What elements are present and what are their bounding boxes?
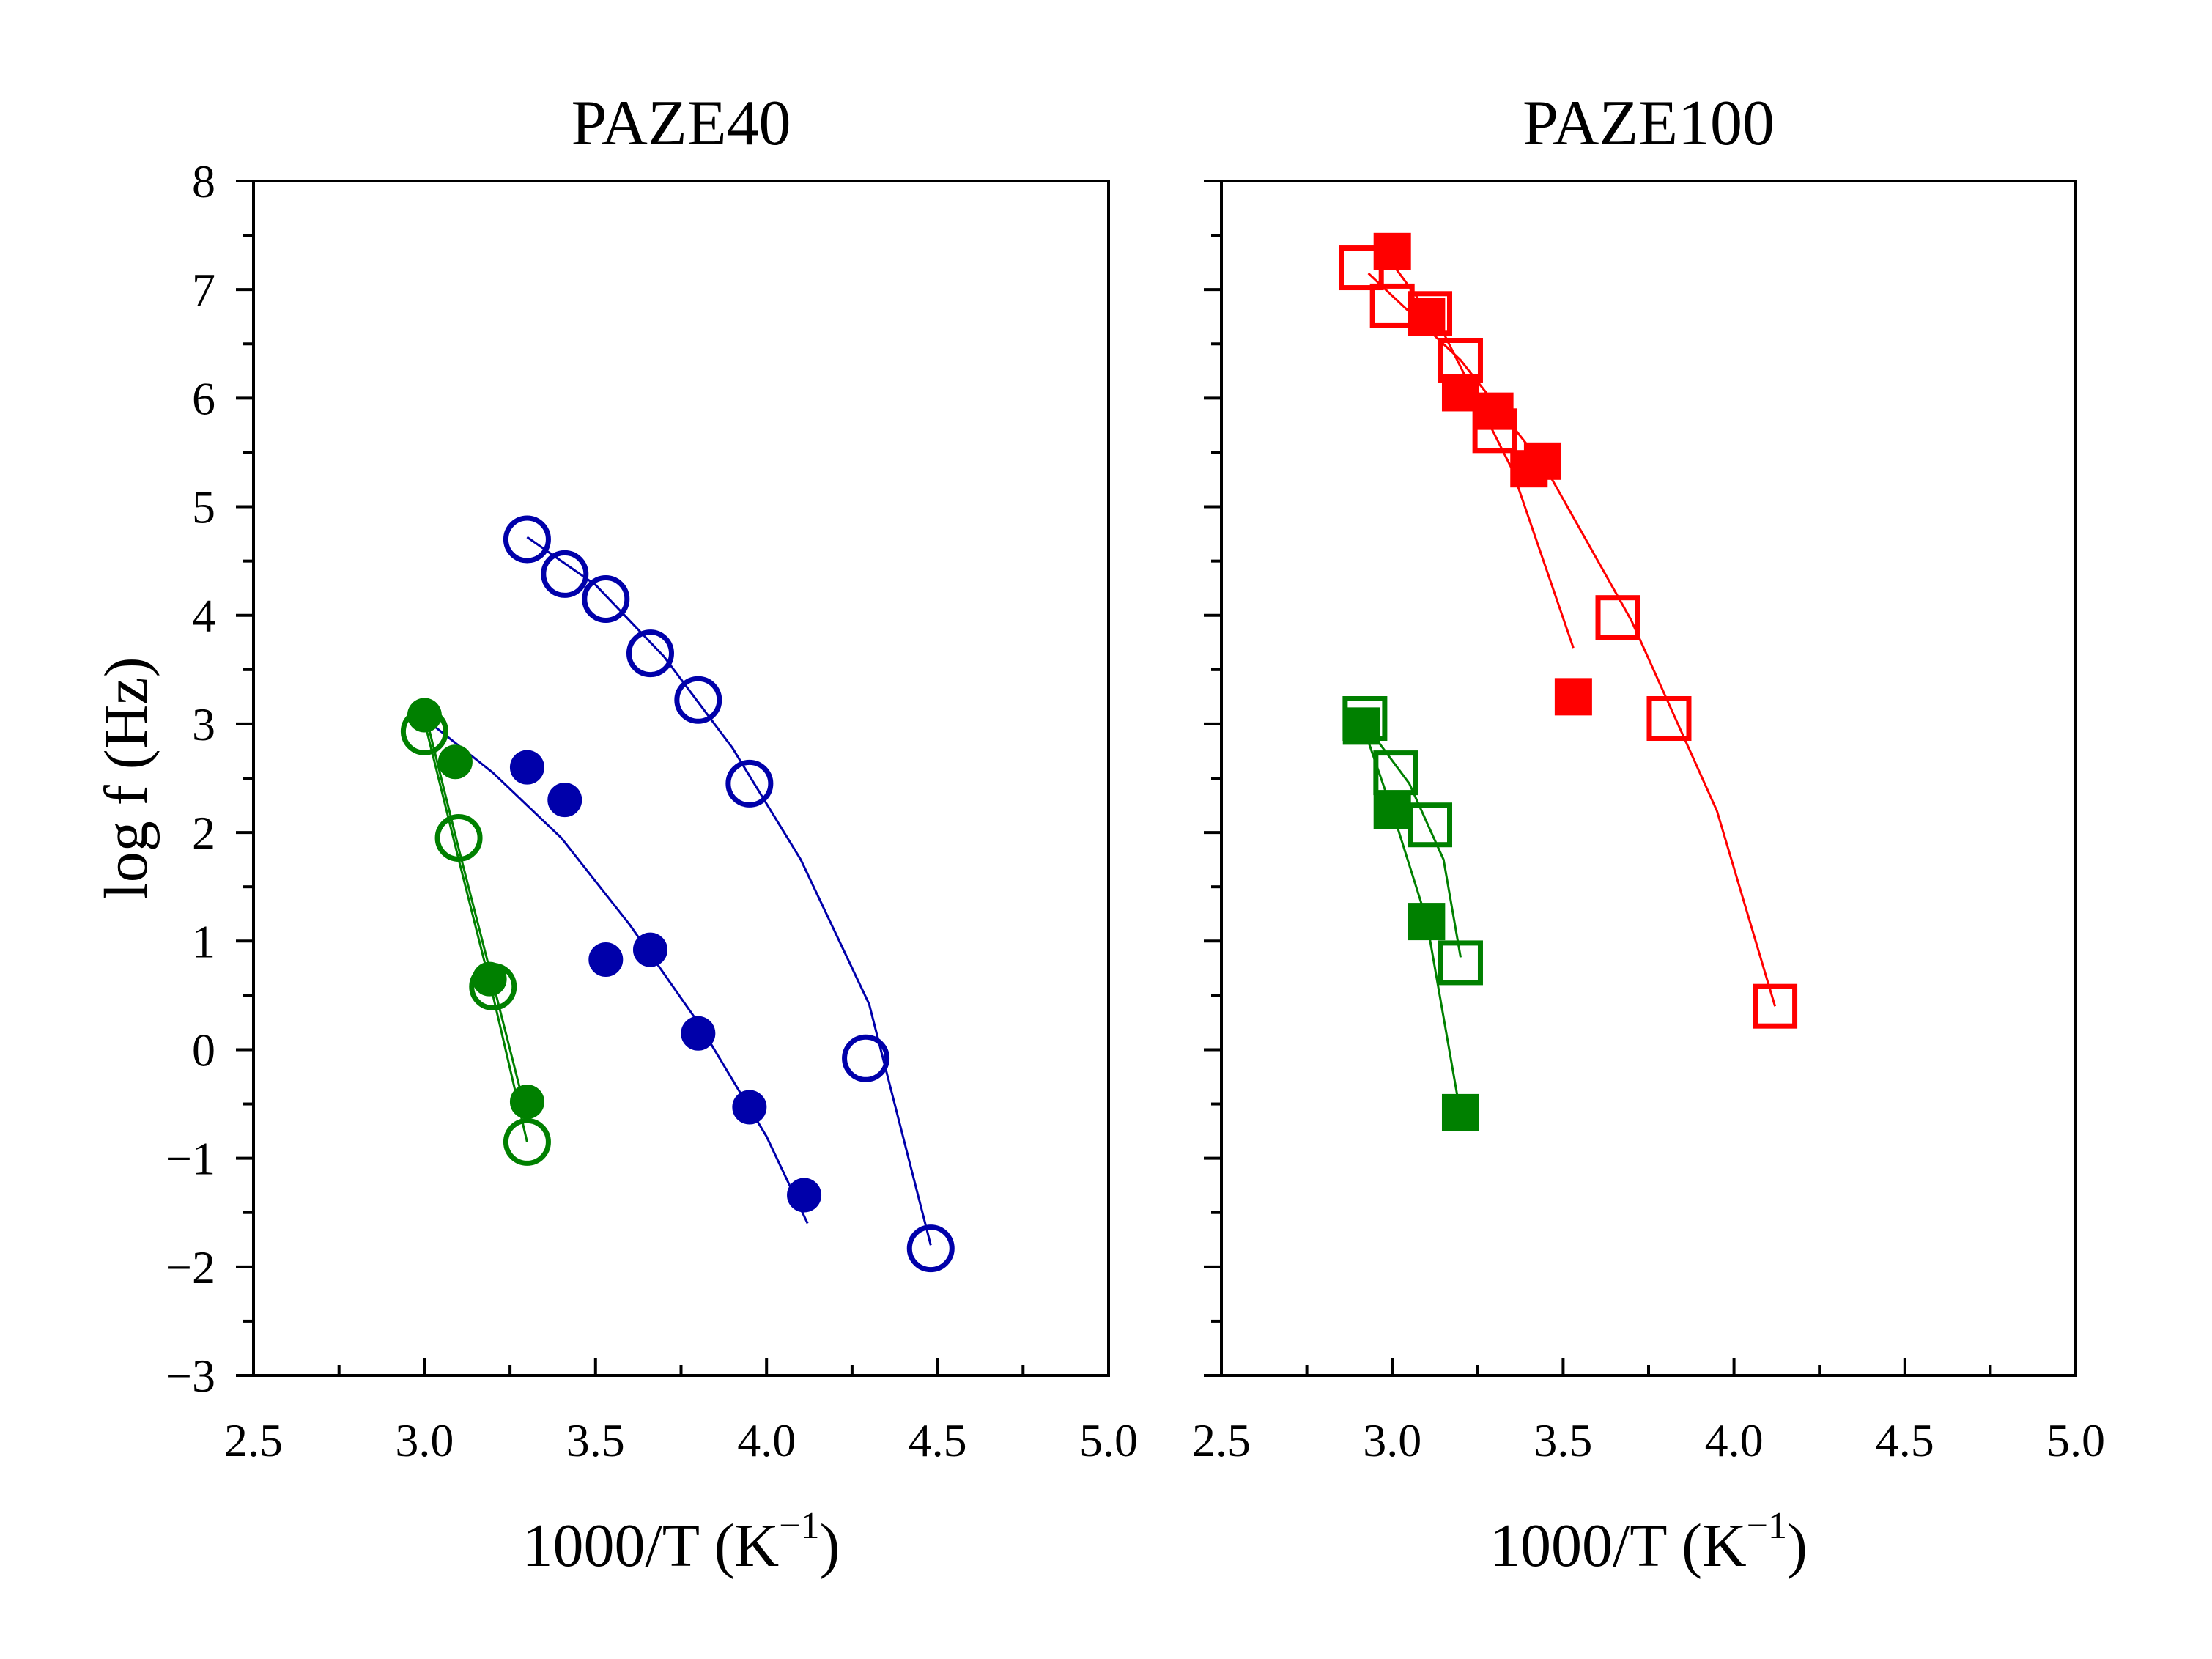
fit-line xyxy=(1360,721,1462,1115)
fit-line xyxy=(1367,272,1777,1007)
data-point xyxy=(732,1090,767,1125)
data-point xyxy=(1476,392,1514,430)
x-tick-label: 4.0 xyxy=(1705,1414,1764,1466)
x-tick-label: 3.5 xyxy=(566,1414,625,1466)
data-point xyxy=(725,759,774,808)
x-tick-label: 3.0 xyxy=(395,1414,454,1466)
panel-paze100: PAZE100 2.5 3.0 3.5 4.0 4.5 5.0 1000/T (K−1) xyxy=(1192,88,2105,1580)
data-point xyxy=(1595,595,1640,640)
data-point xyxy=(674,676,722,724)
data-point xyxy=(434,814,483,862)
series-4 xyxy=(1342,707,1479,1131)
fit-line xyxy=(423,721,528,1142)
data-point xyxy=(1408,903,1446,941)
data-point xyxy=(407,698,442,733)
plot-frame xyxy=(252,180,1110,1377)
y-tick-label: 3 xyxy=(192,698,215,750)
y-tick-label: −1 xyxy=(166,1133,215,1185)
data-point xyxy=(1408,298,1446,336)
y-tick-label: 7 xyxy=(192,264,215,316)
data-point xyxy=(1646,696,1692,741)
series-1 xyxy=(503,515,955,1273)
plot-frame xyxy=(1220,180,2077,1377)
x-tick-label: 4.5 xyxy=(1876,1414,1934,1466)
y-tick-label: 5 xyxy=(192,481,215,533)
data-point xyxy=(626,629,674,678)
data-point xyxy=(1753,983,1798,1029)
panel-paze40: PAZE40 2.5 3.0 3.5 4.0 4.5 5.0 −3 −2 −1 0 1 2 3 4 5 6 7 8 1… xyxy=(92,88,1138,1580)
y-tick-label: 2 xyxy=(192,807,215,859)
data-point xyxy=(588,942,624,977)
data-point xyxy=(503,1117,551,1166)
x-tick-label: 2.5 xyxy=(1192,1414,1251,1466)
x-tick-label: 4.0 xyxy=(737,1414,796,1466)
y-axis-label: log f (Hz) xyxy=(92,657,160,899)
data-point xyxy=(509,1085,544,1120)
data-point xyxy=(1342,707,1380,745)
data-point xyxy=(547,783,582,818)
series-2 xyxy=(423,717,822,1224)
series-4 xyxy=(407,698,544,1120)
data-point xyxy=(541,550,589,598)
y-tick-label: 0 xyxy=(192,1024,215,1076)
fit-line xyxy=(423,710,528,1117)
x-tick-label: 2.5 xyxy=(224,1414,283,1466)
panel-title: PAZE40 xyxy=(572,88,791,159)
data-point xyxy=(681,1016,716,1051)
data-point xyxy=(582,575,630,623)
data-point xyxy=(1554,678,1592,716)
data-point xyxy=(906,1224,955,1273)
x-tick-label: 5.0 xyxy=(2046,1414,2105,1466)
data-point xyxy=(1369,283,1415,328)
x-tick-label: 3.0 xyxy=(1363,1414,1421,1466)
y-tick-label: 1 xyxy=(192,915,215,967)
data-point xyxy=(842,1034,890,1082)
data-point xyxy=(503,515,551,564)
data-point xyxy=(472,961,507,997)
series-2 xyxy=(1373,232,1592,716)
data-point xyxy=(509,750,544,785)
data-point xyxy=(1408,802,1453,848)
data-point xyxy=(1441,1093,1479,1131)
y-tick-label: −2 xyxy=(166,1241,215,1293)
y-tick-label: −3 xyxy=(166,1350,215,1402)
x-axis-label: 1000/T (K−1) xyxy=(1490,1505,1808,1580)
y-tick-label: 4 xyxy=(192,590,215,642)
data-point xyxy=(1373,232,1411,270)
data-point xyxy=(1441,374,1479,412)
fit-line xyxy=(526,536,932,1246)
data-point xyxy=(787,1178,822,1213)
y-tick-label: 6 xyxy=(192,372,215,424)
data-point xyxy=(632,932,667,967)
data-point xyxy=(437,744,473,780)
panel-title: PAZE100 xyxy=(1523,88,1775,159)
x-tick-label: 4.5 xyxy=(909,1414,967,1466)
x-tick-label: 5.0 xyxy=(1079,1414,1138,1466)
x-tick-label: 3.5 xyxy=(1534,1414,1592,1466)
data-point xyxy=(1523,442,1561,480)
fit-line xyxy=(423,717,809,1224)
y-tick-label: 8 xyxy=(192,155,215,207)
data-point xyxy=(1373,791,1411,830)
data-point xyxy=(1438,940,1483,986)
x-axis-label: 1000/T (K−1) xyxy=(522,1505,840,1580)
